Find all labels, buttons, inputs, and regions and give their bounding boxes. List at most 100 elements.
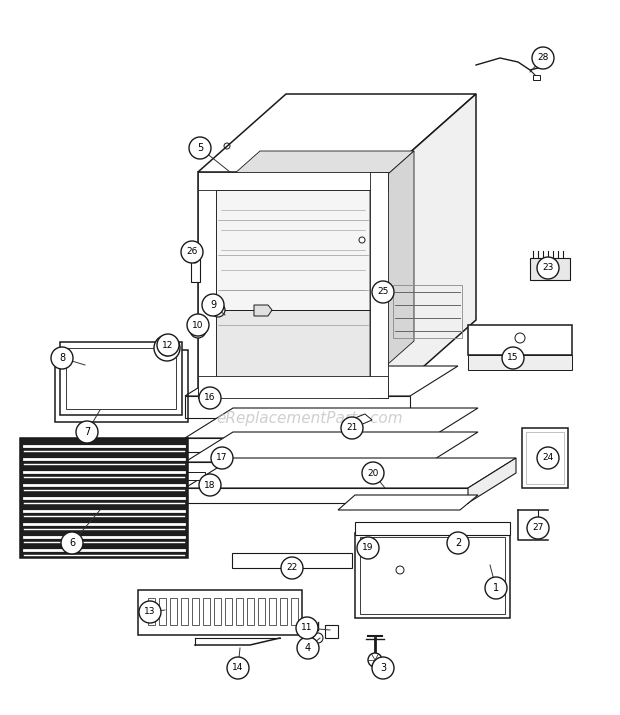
Text: 6: 6 — [69, 538, 75, 548]
Text: 10: 10 — [192, 320, 204, 330]
Polygon shape — [185, 472, 205, 480]
Text: 7: 7 — [84, 427, 90, 437]
Polygon shape — [185, 396, 410, 418]
Circle shape — [368, 653, 382, 667]
Polygon shape — [185, 408, 478, 438]
Polygon shape — [185, 488, 468, 503]
Polygon shape — [198, 172, 388, 190]
Text: 15: 15 — [507, 353, 519, 363]
Polygon shape — [191, 248, 200, 282]
Text: 9: 9 — [210, 300, 216, 310]
Text: 25: 25 — [378, 287, 389, 297]
Text: 24: 24 — [542, 453, 554, 463]
Text: 8: 8 — [59, 353, 65, 363]
Polygon shape — [370, 172, 388, 398]
Circle shape — [211, 447, 233, 469]
Circle shape — [341, 417, 363, 439]
Circle shape — [502, 347, 524, 369]
Polygon shape — [216, 151, 414, 190]
Text: 27: 27 — [533, 523, 544, 533]
Circle shape — [202, 294, 224, 316]
Polygon shape — [325, 625, 338, 638]
Polygon shape — [198, 172, 216, 398]
Circle shape — [211, 303, 225, 317]
Polygon shape — [388, 94, 476, 398]
Circle shape — [372, 281, 394, 303]
Circle shape — [51, 347, 73, 369]
Polygon shape — [254, 305, 272, 316]
Circle shape — [199, 474, 221, 496]
Text: 2: 2 — [455, 538, 461, 548]
Text: 19: 19 — [362, 543, 374, 553]
Polygon shape — [370, 151, 414, 380]
Text: 14: 14 — [232, 664, 244, 673]
Text: 23: 23 — [542, 264, 554, 272]
Circle shape — [357, 537, 379, 559]
Polygon shape — [468, 458, 516, 503]
Polygon shape — [20, 438, 188, 558]
Polygon shape — [232, 553, 352, 568]
Text: 12: 12 — [162, 340, 174, 350]
Circle shape — [190, 322, 206, 338]
Text: 17: 17 — [216, 453, 228, 463]
Polygon shape — [216, 190, 370, 380]
Text: 18: 18 — [204, 480, 216, 490]
Circle shape — [296, 617, 318, 639]
Polygon shape — [185, 458, 516, 488]
Circle shape — [181, 241, 203, 263]
Circle shape — [532, 47, 554, 69]
Polygon shape — [185, 366, 458, 396]
Text: eReplacementParts.com: eReplacementParts.com — [216, 410, 404, 425]
Circle shape — [199, 387, 221, 409]
Circle shape — [189, 137, 211, 159]
Text: 28: 28 — [538, 54, 549, 62]
Text: 16: 16 — [204, 393, 216, 403]
Polygon shape — [355, 533, 510, 618]
Polygon shape — [468, 355, 572, 370]
Circle shape — [359, 237, 365, 243]
Circle shape — [485, 577, 507, 599]
Polygon shape — [60, 342, 182, 415]
Text: 3: 3 — [380, 663, 386, 673]
Polygon shape — [235, 390, 270, 396]
Circle shape — [297, 637, 319, 659]
Circle shape — [281, 557, 303, 579]
Text: 11: 11 — [301, 623, 312, 633]
Text: 4: 4 — [305, 643, 311, 653]
Circle shape — [61, 532, 83, 554]
Circle shape — [154, 335, 180, 361]
Circle shape — [227, 657, 249, 679]
Circle shape — [447, 532, 469, 554]
Circle shape — [537, 447, 559, 469]
Circle shape — [76, 421, 98, 443]
Circle shape — [537, 257, 559, 279]
Bar — [533, 75, 540, 80]
Polygon shape — [522, 428, 568, 488]
Text: 1: 1 — [493, 583, 499, 593]
Polygon shape — [198, 94, 476, 172]
Polygon shape — [185, 438, 430, 452]
Text: 21: 21 — [347, 423, 358, 433]
Polygon shape — [185, 462, 430, 478]
Polygon shape — [530, 258, 570, 280]
Text: 13: 13 — [144, 608, 156, 616]
Circle shape — [139, 601, 161, 623]
Circle shape — [187, 314, 209, 336]
Text: 20: 20 — [367, 468, 379, 478]
Polygon shape — [198, 172, 388, 398]
Polygon shape — [355, 522, 510, 535]
Polygon shape — [185, 432, 478, 462]
Polygon shape — [198, 376, 388, 398]
Polygon shape — [338, 495, 478, 510]
Circle shape — [159, 340, 175, 356]
Polygon shape — [216, 190, 370, 310]
Circle shape — [157, 334, 179, 356]
Circle shape — [362, 462, 384, 484]
Text: 26: 26 — [187, 247, 198, 257]
Polygon shape — [138, 590, 302, 635]
Circle shape — [313, 633, 323, 643]
Circle shape — [194, 326, 202, 334]
Text: 22: 22 — [286, 563, 298, 573]
Polygon shape — [468, 325, 572, 355]
Polygon shape — [350, 414, 372, 426]
